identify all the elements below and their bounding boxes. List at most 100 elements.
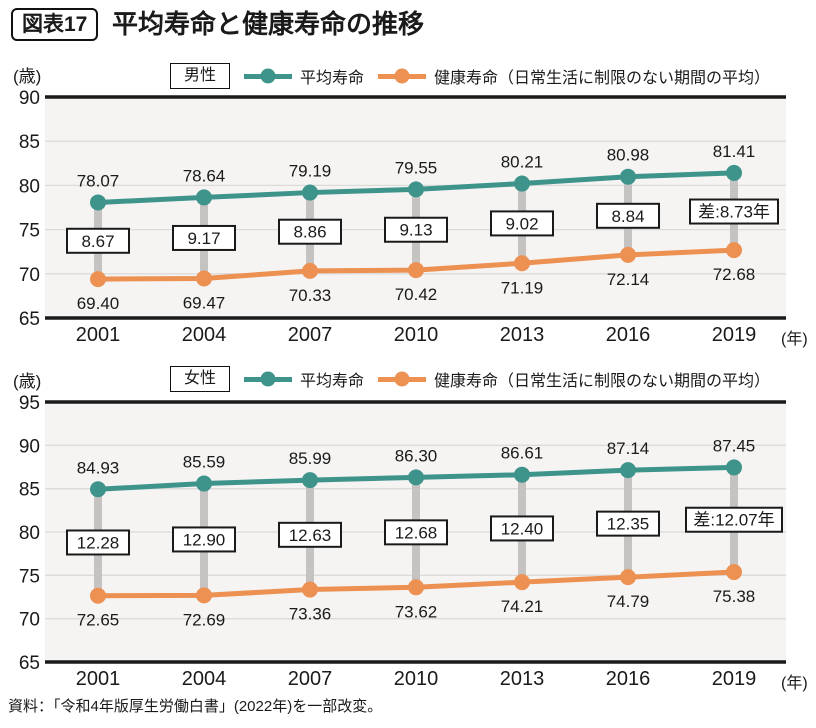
life-expectancy-point — [196, 189, 212, 206]
life-value-label: 86.30 — [395, 446, 438, 465]
diff-box — [490, 210, 554, 237]
diff-box — [278, 218, 342, 245]
x-tick-label: 2004 — [182, 668, 227, 690]
healthy-life-marker-icon — [378, 376, 427, 382]
diff-label: 12.40 — [501, 519, 544, 538]
healthy-life-point — [514, 574, 530, 591]
x-tick-label: 2010 — [394, 324, 439, 346]
healthy-life-point — [408, 579, 424, 596]
diff-label: 9.13 — [399, 221, 432, 240]
life-expectancy-point — [514, 175, 530, 192]
healthy-value-label: 74.79 — [607, 592, 650, 611]
legend-item-life: 平均寿命 — [244, 64, 364, 88]
x-tick-label: 2019 — [712, 324, 757, 346]
healthy-life-point — [302, 262, 318, 279]
x-tick-label: 2016 — [606, 668, 651, 690]
life-expectancy-point — [514, 466, 530, 483]
life-value-label: 85.99 — [289, 449, 332, 468]
y-tick-label: 80 — [19, 176, 40, 197]
life-value-label: 80.98 — [607, 146, 650, 165]
life-value-label: 80.21 — [501, 153, 544, 172]
healthy-value-label: 70.42 — [395, 285, 438, 304]
life-value-label: 86.61 — [501, 444, 544, 463]
x-tick-label: 2016 — [606, 324, 651, 346]
life-expectancy-point — [726, 459, 742, 476]
healthy-value-label: 69.47 — [183, 293, 226, 312]
diff-label: 8.86 — [293, 223, 326, 242]
life-expectancy-point — [196, 475, 212, 492]
healthy-life-point — [90, 587, 106, 604]
healthy-life-point — [408, 262, 424, 279]
healthy-life-point — [90, 271, 106, 288]
source-note: 資料：「令和4年版厚生労働白書」(2022年)を一部改変。 — [8, 698, 383, 715]
diff-label: 9.17 — [187, 229, 220, 248]
x-axis-unit-male: (年) — [781, 331, 808, 348]
life-value-label: 78.07 — [77, 171, 120, 190]
legend-label-life: 平均寿命 — [300, 373, 365, 390]
x-tick-label: 2013 — [500, 668, 545, 690]
y-tick-label: 85 — [19, 480, 40, 501]
diff-label: 9.02 — [505, 214, 538, 233]
x-tick-label: 2007 — [288, 668, 333, 690]
x-axis-unit-female: (年) — [781, 675, 808, 692]
healthy-life-point — [196, 587, 212, 604]
healthy-value-label: 73.36 — [289, 605, 332, 624]
life-expectancy-point — [90, 194, 106, 211]
y-tick-label: 70 — [19, 610, 40, 631]
life-expectancy-point — [620, 462, 636, 479]
life-value-label: 78.64 — [183, 166, 226, 185]
diff-label: 12.68 — [395, 523, 438, 542]
healthy-value-label: 75.38 — [713, 587, 756, 606]
y-tick-label: 95 — [19, 393, 40, 414]
y-axis-unit-male: (歳) — [13, 67, 42, 86]
life-value-label: 79.19 — [289, 162, 332, 181]
diff-label: 12.35 — [607, 515, 650, 534]
legend-female: 女性 平均寿命 健康寿命（日常生活に制限のない期間の平均） — [170, 365, 770, 393]
x-tick-label: 2004 — [182, 324, 227, 346]
diff-box — [596, 202, 660, 229]
diff-label: 差:12.07年 — [693, 511, 774, 530]
x-tick-label: 2001 — [76, 668, 121, 690]
legend-item-healthy: 健康寿命（日常生活に制限のない期間の平均） — [378, 367, 770, 391]
healthy-value-label: 73.62 — [395, 602, 438, 621]
life-expectancy-marker-icon — [244, 376, 293, 382]
healthy-value-label: 72.69 — [183, 610, 226, 629]
diff-box — [66, 529, 130, 556]
group-label-male: 男性 — [170, 63, 231, 89]
diff-box — [172, 224, 236, 251]
healthy-value-label: 74.21 — [501, 597, 544, 616]
diff-box — [596, 510, 660, 537]
healthy-life-marker-icon — [378, 73, 427, 79]
y-axis-unit-female: (歳) — [13, 372, 42, 391]
healthy-value-label: 71.19 — [501, 278, 544, 297]
healthy-life-point — [726, 242, 742, 259]
healthy-value-label: 69.40 — [77, 294, 120, 313]
figure-tag: 図表17 — [11, 8, 99, 41]
healthy-life-point — [302, 581, 318, 598]
healthy-life-point — [196, 270, 212, 287]
y-tick-label: 90 — [19, 436, 40, 457]
page-title: 平均寿命と健康寿命の推移 — [112, 9, 425, 39]
y-tick-label: 75 — [19, 566, 40, 587]
healthy-life-point — [620, 246, 636, 263]
life-expectancy-point — [408, 469, 424, 486]
healthy-value-label: 72.65 — [77, 611, 120, 630]
healthy-life-point — [514, 255, 530, 272]
healthy-value-label: 72.14 — [607, 270, 650, 289]
diff-label: 12.28 — [77, 533, 120, 552]
life-value-label: 81.41 — [713, 142, 756, 161]
legend-label-life: 平均寿命 — [300, 70, 365, 87]
y-tick-label: 65 — [19, 653, 40, 674]
y-tick-label: 90 — [19, 88, 40, 109]
life-value-label: 87.45 — [713, 436, 756, 455]
legend-item-life: 平均寿命 — [244, 367, 364, 391]
life-expectancy-point — [620, 168, 636, 185]
diff-box — [66, 227, 130, 254]
legend-item-healthy: 健康寿命（日常生活に制限のない期間の平均） — [378, 64, 770, 88]
diff-label: 12.63 — [289, 526, 332, 545]
life-expectancy-point — [408, 181, 424, 198]
diff-label: 8.67 — [81, 232, 114, 251]
diff-box — [685, 506, 783, 533]
life-value-label: 87.14 — [607, 439, 650, 458]
